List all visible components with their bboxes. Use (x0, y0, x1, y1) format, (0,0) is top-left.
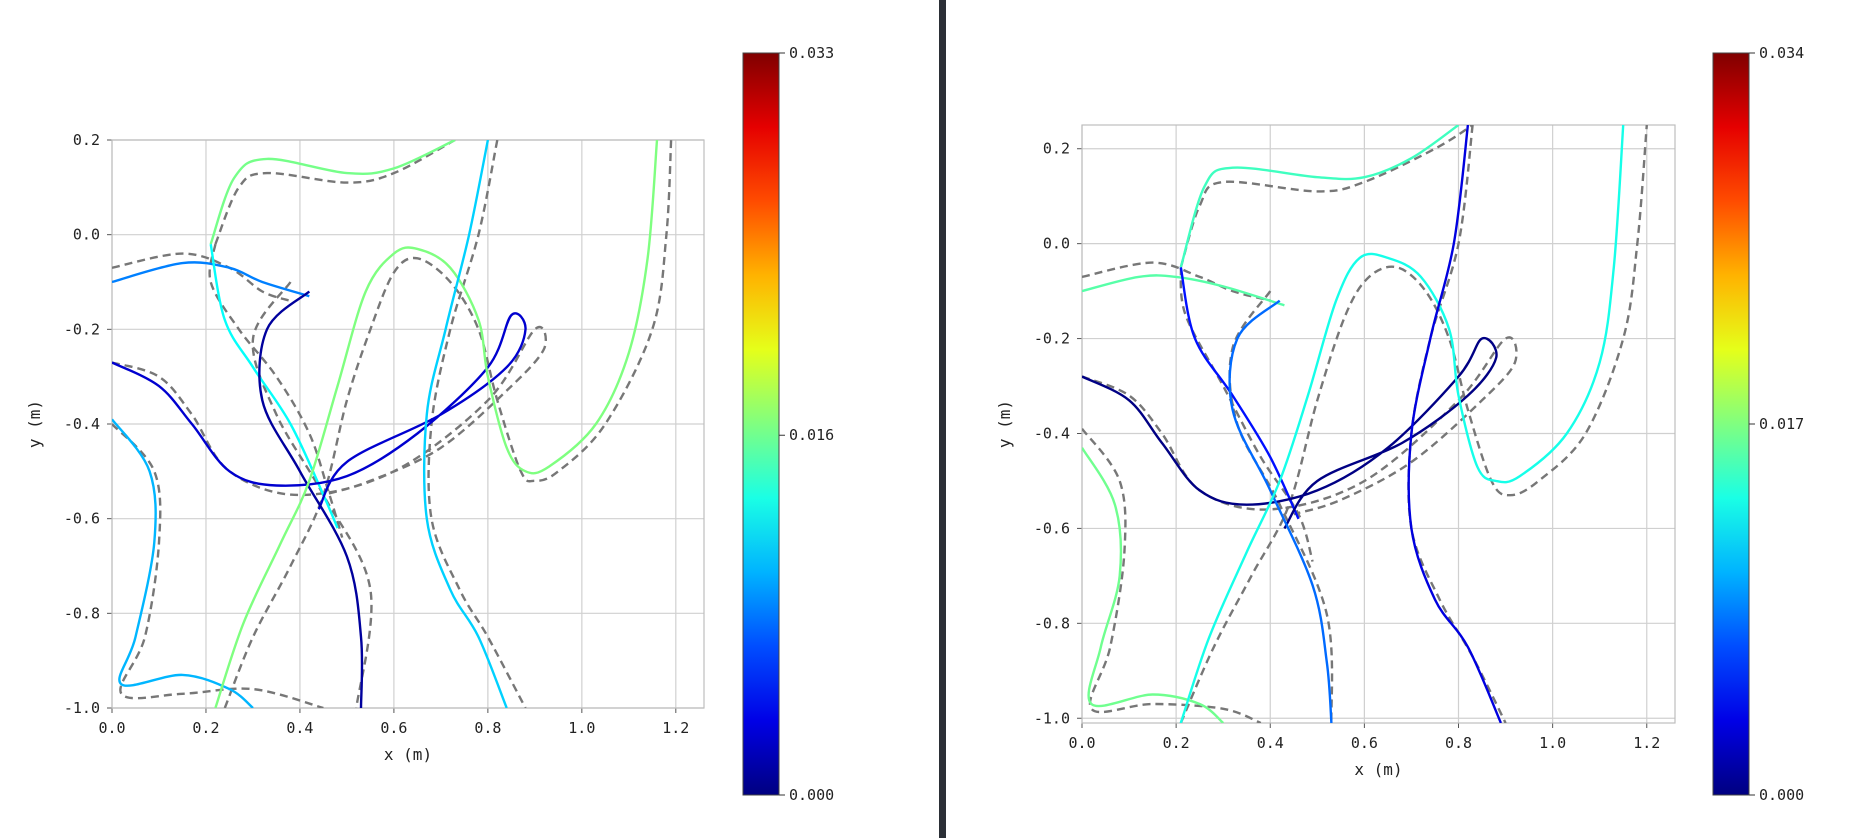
x-tick-label: 0.8 (474, 719, 501, 737)
x-tick-label: 1.2 (1633, 734, 1660, 752)
y-tick-label: -0.4 (64, 415, 100, 433)
reference-trajectory-dashed (112, 252, 291, 303)
y-tick-label: -0.6 (64, 510, 100, 528)
tracked-trajectory-colored (1407, 125, 1503, 723)
x-tick-label: 0.4 (286, 719, 313, 737)
tracked-trajectory-colored (1179, 125, 1625, 723)
chart-panel-left: 0.0 0.2 0.4 0.6 0.8 1.0 1.2 0.2 0.0 -0.2 -0.4 -0.6 -… (25, 44, 835, 804)
y-tick-label: -0.2 (64, 320, 100, 338)
y-tick-label: 0.0 (73, 226, 100, 244)
y-axis-label: y (m) (995, 400, 1014, 448)
reference-trajectory-dashed (1082, 427, 1262, 723)
tracked-trajectory-colored (209, 140, 456, 245)
colorbar-tick-label: 0.034 (1759, 44, 1804, 62)
reference-trajectory-dashed (251, 281, 373, 708)
colorbar-gradient (742, 52, 780, 796)
y-tick-label: -1.0 (1034, 709, 1070, 727)
colorbar: 0.033 0.016 0.000 (742, 44, 834, 804)
tracked-trajectory-colored (258, 290, 364, 708)
y-tick-label: -0.8 (1034, 614, 1070, 632)
chart-panel-right: 0.0 0.2 0.4 0.6 0.8 1.0 1.2 0.2 0.0 -0.2 -0.4 -0.6 -… (950, 0, 1851, 838)
reference-trajectory-dashed (1179, 125, 1648, 723)
reference-trajectory-dashed (112, 423, 324, 708)
x-tick-label: 0.2 (192, 719, 219, 737)
reference-trajectory-dashed (1082, 336, 1518, 516)
reference-trajectory-dashed (1082, 261, 1271, 302)
reference-trajectory-dashed (112, 326, 547, 497)
y-tick-label: -1.0 (64, 699, 100, 717)
colorbar-tick-label: 0.033 (789, 44, 834, 62)
trajectory-chart-right: 0.0 0.2 0.4 0.6 0.8 1.0 1.2 0.2 0.0 -0.2 -0.4 -0.6 -… (995, 44, 1804, 804)
plot-area (1082, 125, 1648, 723)
grid-lines (1077, 125, 1675, 728)
colorbar-tick-label: 0.000 (789, 786, 834, 804)
x-axis-label: x (m) (1354, 760, 1402, 779)
x-tick-label: 1.0 (1539, 734, 1566, 752)
x-tick-label: 1.0 (568, 719, 595, 737)
tracked-trajectory-colored (1082, 336, 1498, 530)
colorbar-tick-label: 0.016 (789, 426, 834, 444)
tracked-trajectory-colored (112, 312, 527, 510)
x-tick-label: 0.6 (1351, 734, 1378, 752)
tracked-trajectory-colored (422, 140, 508, 708)
y-tick-label: -0.8 (64, 604, 100, 622)
y-tick-label: 0.0 (1043, 235, 1070, 253)
tracked-trajectory-colored (1179, 125, 1460, 268)
x-tick-label: 1.2 (662, 719, 689, 737)
y-tick-label: -0.2 (1034, 330, 1070, 348)
x-tick-label: 0.0 (1068, 734, 1095, 752)
reference-trajectory-dashed (1179, 267, 1314, 562)
trajectory-chart-left: 0.0 0.2 0.4 0.6 0.8 1.0 1.2 0.2 0.0 -0.2 -0.4 -0.6 -… (25, 44, 834, 804)
x-tick-label: 0.2 (1163, 734, 1190, 752)
y-tick-label: 0.2 (73, 131, 100, 149)
x-axis-label: x (m) (384, 745, 432, 764)
reference-trajectory-dashed (427, 140, 527, 708)
reference-trajectory-dashed (208, 243, 344, 538)
plot-frame (1081, 124, 1676, 724)
tracked-trajectory-colored (1082, 447, 1225, 723)
y-tick-label: -0.6 (1034, 519, 1070, 537)
x-tick-label: 0.8 (1445, 734, 1472, 752)
colorbar-tick-label: 0.000 (1759, 786, 1804, 804)
x-tick-label: 0.6 (380, 719, 407, 737)
plot-area (112, 140, 673, 708)
tracked-trajectory-colored (1082, 274, 1285, 307)
reference-trajectory-dashed (1179, 125, 1474, 268)
reference-trajectory-dashed (214, 140, 456, 245)
colorbar-gradient (1712, 52, 1750, 796)
y-axis-label: y (m) (25, 400, 44, 448)
y-tick-label: -0.4 (1034, 424, 1070, 442)
tracked-trajectory-colored (214, 140, 659, 708)
window-divider[interactable] (935, 0, 950, 838)
colorbar: 0.034 0.017 0.000 (1712, 44, 1804, 804)
x-tick-label: 0.4 (1257, 734, 1284, 752)
x-tick-label: 0.0 (98, 719, 125, 737)
grid-lines (107, 139, 704, 713)
reference-trajectory-dashed (1228, 290, 1334, 723)
y-tick-label: 0.2 (1043, 140, 1070, 158)
colorbar-tick-label: 0.017 (1759, 415, 1804, 433)
tracked-trajectory-colored (112, 261, 310, 298)
tracked-trajectory-colored (1228, 299, 1333, 723)
